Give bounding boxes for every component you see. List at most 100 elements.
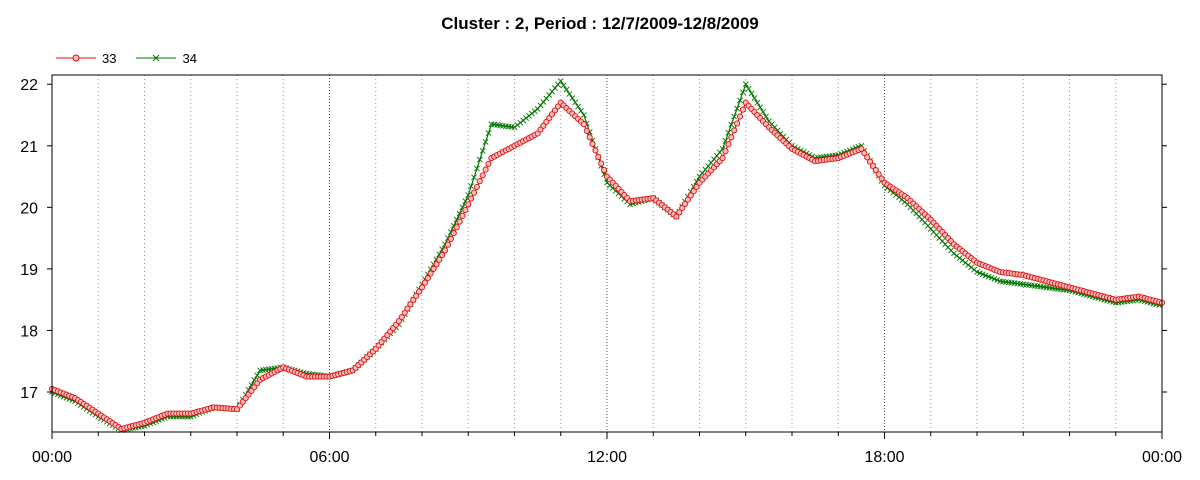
data-point xyxy=(465,201,472,208)
legend-swatch-34 xyxy=(136,54,177,62)
data-point xyxy=(418,284,426,291)
data-point xyxy=(736,113,744,120)
data-point xyxy=(595,153,602,160)
data-point xyxy=(482,138,489,145)
data-point xyxy=(468,183,475,190)
data-point xyxy=(864,154,871,161)
data-point xyxy=(439,251,446,259)
data-point xyxy=(731,127,738,134)
data-point xyxy=(728,134,735,141)
data-point xyxy=(728,121,735,128)
data-point xyxy=(413,292,420,299)
legend-label-33: 33 xyxy=(102,50,117,66)
data-point xyxy=(878,175,885,182)
data-point xyxy=(468,195,475,202)
data-point xyxy=(427,270,434,277)
data-point xyxy=(861,150,868,157)
data-point xyxy=(442,247,449,254)
data-point xyxy=(722,148,729,155)
legend: 33 34 xyxy=(56,48,217,68)
data-point xyxy=(687,192,694,199)
legend-item-33: 33 xyxy=(56,51,116,66)
data-point xyxy=(748,90,755,97)
y-tick-label: 18 xyxy=(20,323,38,340)
data-point xyxy=(739,106,746,113)
data-point xyxy=(459,212,466,219)
y-tick-label: 20 xyxy=(20,200,38,217)
data-point xyxy=(872,166,879,174)
data-point xyxy=(485,160,492,167)
data-point xyxy=(725,129,732,136)
x-tick-label: 18:00 xyxy=(864,449,904,466)
y-tick-label: 19 xyxy=(20,262,38,279)
data-point xyxy=(447,235,454,242)
data-point xyxy=(421,279,428,286)
data-point xyxy=(866,158,874,165)
data-point xyxy=(433,261,440,268)
data-point xyxy=(471,174,477,181)
data-point xyxy=(404,305,411,312)
data-point xyxy=(407,301,414,308)
data-point xyxy=(586,134,593,141)
data-point xyxy=(410,296,417,304)
data-point xyxy=(482,166,489,173)
data-point xyxy=(734,120,741,127)
data-point xyxy=(401,309,408,316)
data-point xyxy=(534,130,541,137)
data-point xyxy=(673,213,680,220)
data-point xyxy=(473,183,480,190)
chart-title: Cluster : 2, Period : 12/7/2009-12/8/200… xyxy=(441,14,759,33)
data-point xyxy=(563,86,570,93)
data-point xyxy=(551,107,559,114)
x-tick-label: 12:00 xyxy=(587,449,627,466)
data-point xyxy=(681,200,689,207)
data-point xyxy=(858,145,865,152)
data-point xyxy=(479,147,486,154)
data-point xyxy=(580,121,587,128)
data-point xyxy=(453,224,460,231)
data-point xyxy=(546,115,553,122)
data-point xyxy=(763,113,769,120)
data-point xyxy=(416,288,423,295)
data-point xyxy=(583,127,590,134)
data-point xyxy=(560,82,567,89)
grid-layer xyxy=(97,75,1117,432)
legend-label-34: 34 xyxy=(182,50,197,66)
data-point xyxy=(557,78,564,85)
series-line-33 xyxy=(51,101,1163,430)
data-point xyxy=(436,256,443,263)
data-point xyxy=(754,99,761,106)
data-point xyxy=(751,95,758,102)
data-point xyxy=(731,113,738,120)
data-point xyxy=(690,188,697,195)
data-point xyxy=(742,81,749,88)
data-point xyxy=(479,172,486,179)
data-point xyxy=(719,155,726,162)
data-point xyxy=(760,108,767,115)
data-point xyxy=(476,178,483,185)
data-point xyxy=(693,183,700,190)
data-point xyxy=(739,89,746,96)
data-point xyxy=(679,205,686,212)
data-point xyxy=(737,97,743,104)
data-point xyxy=(592,147,599,154)
data-point xyxy=(757,104,764,111)
data-point xyxy=(430,265,437,272)
legend-swatch-33 xyxy=(56,54,96,62)
data-point xyxy=(476,156,483,163)
data-point xyxy=(569,95,576,102)
data-point xyxy=(589,140,596,147)
series-layer xyxy=(48,78,1166,434)
y-tick-label: 22 xyxy=(20,77,38,94)
series-34 xyxy=(49,78,1163,434)
legend-item-34: 34 xyxy=(136,50,197,66)
data-point xyxy=(572,99,579,106)
data-point xyxy=(684,196,691,203)
data-point xyxy=(462,206,469,214)
data-point xyxy=(734,105,741,112)
x-tick-label: 00:00 xyxy=(32,449,72,466)
data-point xyxy=(869,162,876,169)
data-point xyxy=(580,112,587,118)
data-point xyxy=(566,90,573,97)
